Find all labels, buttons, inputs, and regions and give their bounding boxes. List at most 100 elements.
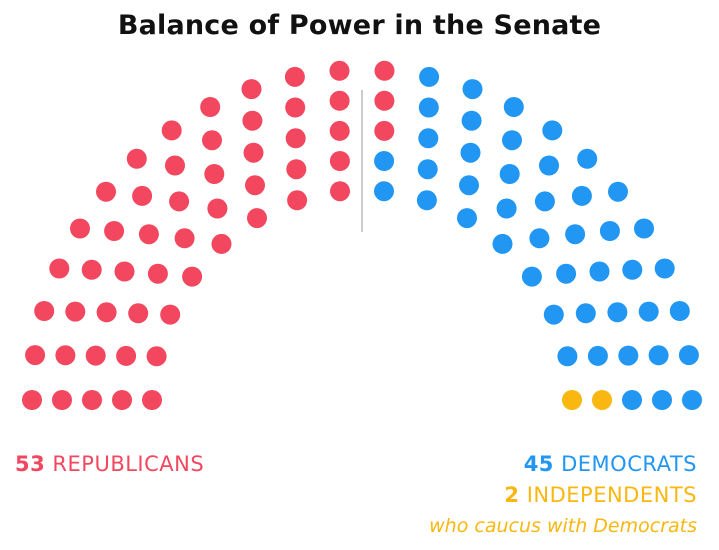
seat-republicans-18 bbox=[114, 261, 135, 282]
seat-republicans-41 bbox=[287, 190, 308, 211]
seat-republicans-43 bbox=[285, 128, 306, 149]
independents-label: 2 INDEPENDENTS bbox=[504, 483, 697, 507]
seat-democrats-55 bbox=[374, 181, 394, 202]
seat-republicans-33 bbox=[204, 164, 225, 184]
seat-democrats-89 bbox=[638, 301, 659, 322]
independents-text: INDEPENDENTS bbox=[526, 483, 697, 507]
seat-democrats-62 bbox=[461, 110, 482, 131]
seat-democrats-85 bbox=[543, 304, 564, 325]
seat-democrats-77 bbox=[608, 181, 628, 202]
seat-republicans-11 bbox=[34, 301, 55, 321]
seat-republicans-8 bbox=[85, 345, 106, 366]
seat-republicans-21 bbox=[104, 221, 125, 241]
seat-republicans-49 bbox=[329, 90, 350, 111]
seat-democrats-78 bbox=[565, 224, 586, 245]
seat-democrats-68 bbox=[499, 164, 520, 184]
seat-democrats-81 bbox=[556, 263, 577, 284]
seat-republicans-10 bbox=[146, 346, 167, 367]
seat-democrats-70 bbox=[496, 198, 517, 219]
seat-republicans-29 bbox=[211, 233, 232, 254]
seat-democrats-83 bbox=[589, 261, 610, 282]
seat-republicans-34 bbox=[202, 130, 222, 151]
seat-democrats-80 bbox=[599, 221, 620, 241]
seat-democrats-74 bbox=[577, 148, 598, 169]
seat-republicans-7 bbox=[55, 345, 76, 366]
seat-republicans-46 bbox=[330, 181, 350, 202]
seat-group bbox=[22, 60, 702, 410]
republicans-text: REPUBLICANS bbox=[52, 452, 205, 476]
seat-republicans-42 bbox=[286, 159, 307, 180]
seat-democrats-58 bbox=[418, 128, 439, 149]
seat-democrats-72 bbox=[492, 233, 513, 254]
seat-republicans-13 bbox=[96, 302, 117, 323]
seat-independents-100 bbox=[562, 390, 582, 410]
seat-republicans-6 bbox=[25, 345, 46, 366]
seat-republicans-12 bbox=[65, 301, 86, 322]
seat-republicans-24 bbox=[96, 181, 116, 202]
seat-democrats-75 bbox=[571, 185, 592, 206]
seat-republicans-19 bbox=[70, 218, 90, 239]
seat-republicans-27 bbox=[126, 148, 147, 169]
seat-republicans-14 bbox=[128, 303, 149, 324]
seat-democrats-92 bbox=[587, 345, 608, 366]
chart-title: Balance of Power in the Senate bbox=[117, 10, 602, 41]
seat-republicans-51 bbox=[374, 60, 395, 81]
seat-republicans-40 bbox=[241, 79, 262, 100]
democrats-text: DEMOCRATS bbox=[561, 452, 697, 476]
seat-democrats-64 bbox=[459, 175, 479, 196]
seat-republicans-31 bbox=[207, 198, 228, 219]
seat-democrats-98 bbox=[622, 390, 642, 410]
seat-republicans-35 bbox=[247, 208, 267, 229]
seat-democrats-56 bbox=[419, 66, 440, 87]
seat-republicans-53 bbox=[374, 120, 395, 141]
seat-republicans-23 bbox=[138, 224, 159, 245]
seat-democrats-97 bbox=[652, 390, 672, 410]
seat-democrats-61 bbox=[462, 79, 483, 100]
republicans-count: 53 bbox=[15, 452, 46, 476]
seat-democrats-95 bbox=[678, 345, 699, 366]
seat-republicans-26 bbox=[132, 185, 153, 206]
seat-republicans-47 bbox=[329, 151, 350, 171]
seat-democrats-60 bbox=[416, 190, 437, 211]
seat-republicans-25 bbox=[174, 228, 195, 249]
seat-republicans-20 bbox=[147, 263, 168, 284]
seat-republicans-52 bbox=[374, 90, 395, 111]
seat-democrats-82 bbox=[634, 218, 654, 239]
seat-democrats-90 bbox=[669, 301, 690, 321]
seat-democrats-94 bbox=[648, 345, 669, 366]
seat-republicans-50 bbox=[329, 60, 350, 81]
seat-republicans-45 bbox=[284, 66, 305, 87]
seat-democrats-93 bbox=[618, 345, 639, 366]
seat-republicans-44 bbox=[285, 97, 306, 118]
seat-republicans-15 bbox=[49, 258, 70, 279]
seat-democrats-69 bbox=[542, 120, 563, 141]
seat-republicans-39 bbox=[242, 110, 263, 131]
seat-democrats-79 bbox=[521, 266, 542, 287]
seat-republicans-30 bbox=[165, 155, 185, 176]
independents-note: who caucus with Democrats bbox=[429, 515, 697, 537]
seat-republicans-28 bbox=[169, 191, 190, 212]
seat-democrats-73 bbox=[534, 191, 555, 212]
seat-democrats-86 bbox=[654, 258, 675, 279]
seat-republicans-3 bbox=[82, 390, 102, 410]
seat-republicans-5 bbox=[142, 390, 162, 410]
seat-democrats-54 bbox=[374, 151, 395, 171]
seat-democrats-96 bbox=[682, 390, 702, 410]
seat-democrats-88 bbox=[607, 302, 628, 323]
seat-democrats-91 bbox=[557, 346, 578, 367]
seat-democrats-59 bbox=[417, 159, 438, 180]
seat-democrats-66 bbox=[502, 130, 522, 151]
seat-independents-99 bbox=[592, 390, 612, 410]
seat-democrats-84 bbox=[622, 259, 643, 280]
seat-republicans-37 bbox=[245, 175, 265, 196]
seat-democrats-87 bbox=[575, 303, 596, 324]
seat-republicans-17 bbox=[81, 259, 102, 280]
seat-democrats-65 bbox=[503, 97, 524, 117]
seat-democrats-67 bbox=[457, 208, 477, 229]
seat-republicans-38 bbox=[243, 142, 264, 163]
seat-republicans-2 bbox=[52, 390, 72, 410]
democrats-count: 45 bbox=[523, 452, 554, 476]
seat-republicans-22 bbox=[182, 266, 203, 287]
seat-democrats-71 bbox=[539, 155, 559, 176]
